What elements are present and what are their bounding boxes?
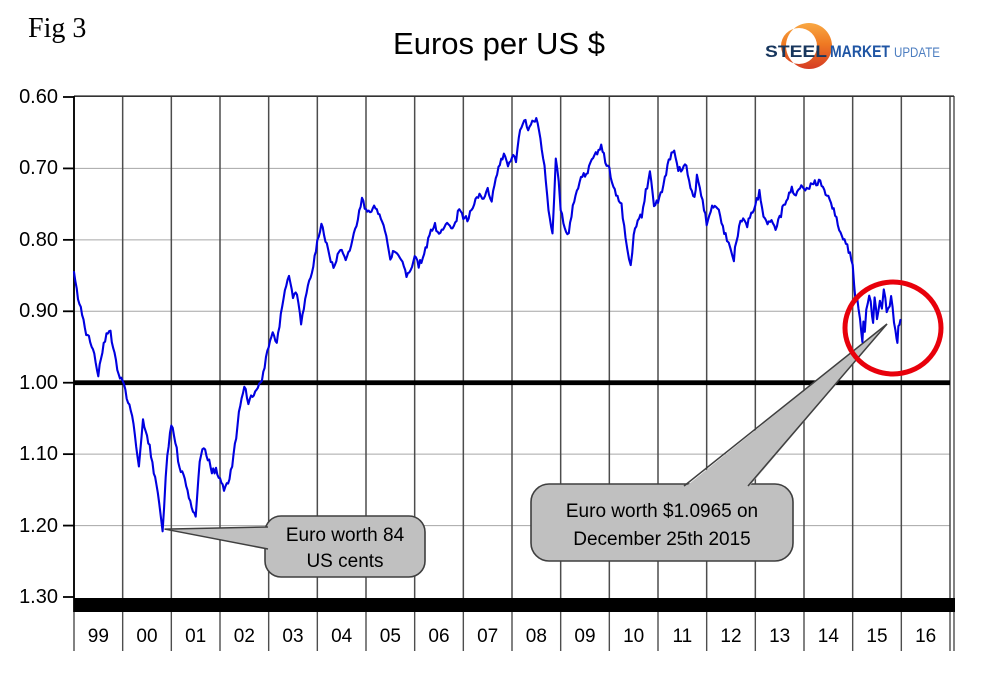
y-axis-label: 0.80 (19, 228, 58, 251)
x-axis-label: 15 (866, 626, 888, 647)
y-axis-label: 0.90 (19, 300, 58, 323)
x-axis-label: 99 (87, 626, 109, 647)
callout-euro-dec-2015: Euro worth $1.0965 on December 25th 2015 (531, 498, 793, 554)
callout-line: December 25th 2015 (573, 529, 751, 550)
x-axis-label: 09 (574, 626, 596, 647)
x-axis-label: 04 (331, 626, 353, 647)
logo-word-steel: STEEL (765, 42, 827, 61)
callout-box (530, 483, 794, 562)
callout-tail (164, 527, 270, 549)
x-axis-label: 12 (720, 626, 742, 647)
logo-word-market: MARKET (830, 42, 891, 61)
chart-title: Euros per US $ (393, 26, 605, 61)
x-axis-label: 14 (817, 626, 839, 647)
x-axis-label: 16 (915, 626, 937, 647)
x-axis-label: 13 (769, 626, 791, 647)
axis-baseline-bar (74, 598, 955, 612)
y-axis-label: 0.70 (19, 157, 58, 180)
callout-line: Euro worth 84 (285, 525, 405, 546)
x-axis-label: 01 (185, 626, 207, 647)
x-axis-label: 05 (379, 626, 401, 647)
x-axis-label: 02 (233, 626, 255, 647)
figure-label: Fig 3 (28, 13, 87, 44)
logo-word-update: UPDATE (894, 44, 940, 60)
x-axis-label: 07 (477, 626, 499, 647)
price-line (72, 117, 902, 533)
x-axis-label: 08 (525, 626, 547, 647)
callout-line: US cents (306, 551, 384, 572)
callout-line: Euro worth $1.0965 on (565, 501, 759, 522)
x-axis-label: 11 (672, 626, 693, 647)
x-axis-label: 06 (428, 626, 450, 647)
y-axis-label: 1.20 (19, 514, 58, 537)
y-axis-label: 1.10 (19, 443, 58, 466)
highlight-circle (842, 279, 944, 377)
callout-euro-84-cents: Euro worth 84 US cents (265, 523, 425, 575)
parity-line (74, 380, 950, 386)
x-axis-label: 00 (136, 626, 158, 647)
x-axis-label: 03 (282, 626, 304, 647)
y-axis-label: 1.00 (19, 371, 58, 394)
steel-market-update-logo: STEEL MARKET UPDATE (765, 22, 940, 70)
y-axis-label: 0.60 (19, 86, 58, 108)
x-axis-label: 10 (623, 626, 645, 647)
y-axis-label: 1.30 (19, 586, 58, 608)
logo-crescent-icon (781, 22, 832, 70)
